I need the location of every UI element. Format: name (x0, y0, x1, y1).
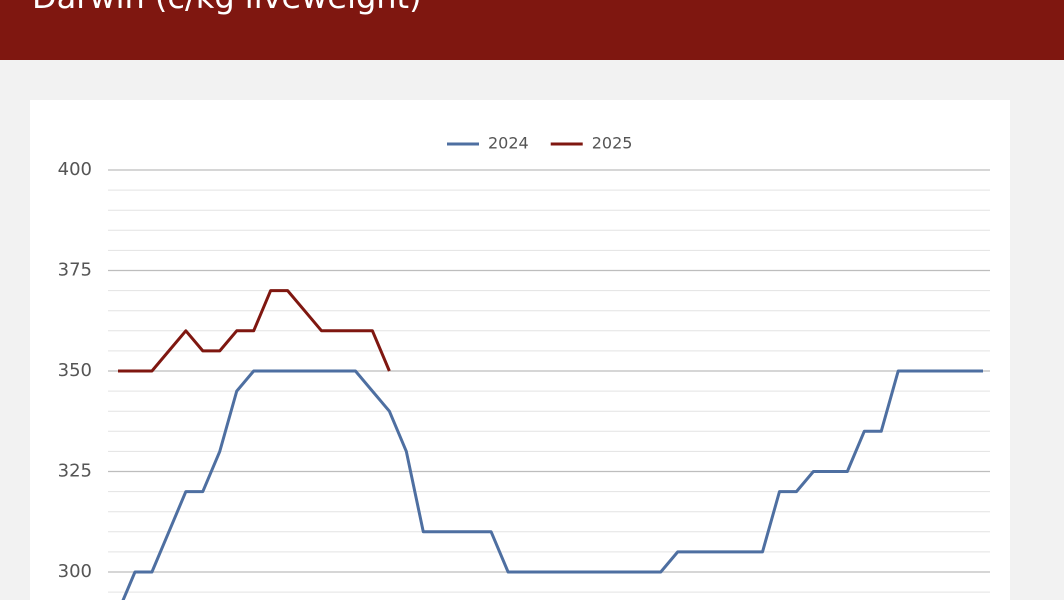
y-tick-label: 300 (58, 561, 92, 582)
header-title: Darwin (c/kg liveweight) (32, 0, 422, 16)
y-tick-label: 350 (58, 360, 92, 381)
y-tick-label: 375 (58, 260, 92, 281)
legend-label: 2024 (488, 134, 529, 153)
legend-label: 2025 (592, 134, 633, 153)
y-tick-label: 400 (58, 159, 92, 180)
header: Darwin (c/kg liveweight) (0, 0, 1064, 60)
series-line (121, 369, 983, 600)
y-tick-label: 325 (58, 461, 92, 482)
chart-card (30, 100, 1010, 600)
series-line (118, 289, 391, 373)
